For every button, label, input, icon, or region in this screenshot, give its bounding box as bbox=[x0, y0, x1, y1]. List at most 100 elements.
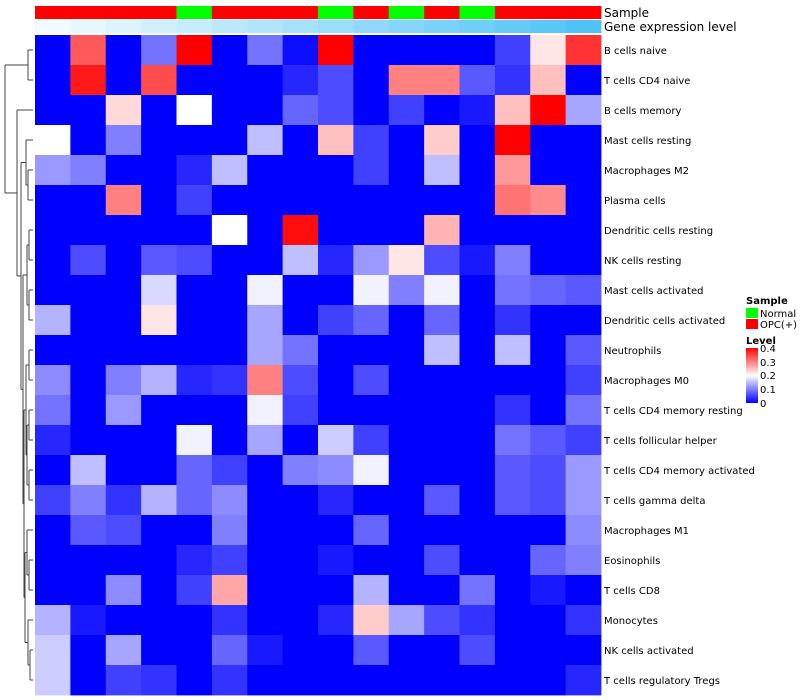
heatmap-cell bbox=[353, 515, 390, 546]
heatmap-cell bbox=[494, 305, 531, 336]
heatmap-cell bbox=[35, 335, 71, 366]
heatmap-cell bbox=[318, 335, 354, 366]
heatmap-cell bbox=[141, 575, 177, 606]
heatmap-cell bbox=[530, 635, 567, 666]
heatmap-cell bbox=[176, 485, 213, 516]
heatmap-cell bbox=[353, 665, 390, 696]
heatmap-cell bbox=[494, 35, 531, 66]
row-label: Macrophages M1 bbox=[604, 526, 689, 537]
heatmap-cell bbox=[35, 545, 71, 576]
heatmap-cell bbox=[424, 305, 460, 336]
gene-expression-annotation-label: Gene expression level bbox=[604, 20, 737, 34]
heatmap-cell bbox=[70, 35, 107, 66]
heatmap-cell bbox=[247, 395, 284, 426]
heatmap-cell bbox=[141, 35, 177, 66]
heatmap-cell bbox=[141, 215, 177, 246]
heatmap-cell bbox=[282, 65, 319, 96]
heatmap-cell bbox=[494, 185, 531, 216]
gene-expression-cell bbox=[459, 20, 496, 33]
gene-expression-cell bbox=[565, 20, 602, 33]
heatmap-cell bbox=[70, 185, 107, 216]
heatmap-cell bbox=[282, 485, 319, 516]
heatmap-cell bbox=[388, 365, 425, 396]
heatmap-cell bbox=[141, 545, 177, 576]
heatmap-cell bbox=[424, 95, 460, 126]
heatmap-cell bbox=[70, 365, 107, 396]
heatmap-cell bbox=[282, 425, 319, 456]
heatmap-cell bbox=[494, 485, 531, 516]
heatmap-cell bbox=[211, 485, 248, 516]
heatmap-cell bbox=[353, 275, 390, 306]
heatmap-cell bbox=[494, 635, 531, 666]
heatmap-cell bbox=[247, 365, 284, 396]
heatmap-cell bbox=[388, 35, 425, 66]
heatmap-cell bbox=[565, 575, 602, 606]
heatmap-cell bbox=[530, 545, 567, 576]
heatmap-cell bbox=[565, 425, 602, 456]
heatmap-cell bbox=[388, 545, 425, 576]
heatmap-cell bbox=[70, 125, 107, 156]
heatmap-cell bbox=[105, 275, 142, 306]
heatmap-cell bbox=[70, 455, 107, 486]
heatmap-cell bbox=[211, 275, 248, 306]
heatmap-cell bbox=[530, 485, 567, 516]
level-legend: Level 0.4 0.3 0.2 0.1 0 bbox=[746, 336, 776, 410]
row-label: Dendritic cells resting bbox=[604, 226, 713, 237]
heatmap-cell bbox=[282, 95, 319, 126]
heatmap-cell bbox=[141, 635, 177, 666]
gene-expression-cell bbox=[247, 20, 284, 33]
row-label: B cells memory bbox=[604, 106, 681, 117]
heatmap-cell bbox=[176, 335, 213, 366]
heatmap-cell bbox=[459, 335, 496, 366]
heatmap-cell bbox=[247, 485, 284, 516]
heatmap-cell bbox=[353, 485, 390, 516]
heatmap-cell bbox=[494, 545, 531, 576]
level-tick-0.2: 0.2 bbox=[760, 371, 776, 382]
heatmap-cell bbox=[318, 95, 354, 126]
heatmap-cell bbox=[211, 635, 248, 666]
heatmap-cell bbox=[318, 515, 354, 546]
heatmap-cell bbox=[70, 215, 107, 246]
row-label: T cells gamma delta bbox=[603, 496, 705, 507]
heatmap-cell bbox=[565, 305, 602, 336]
legend-label-opc: OPC(+) bbox=[760, 320, 797, 331]
heatmap-cell bbox=[424, 335, 460, 366]
heatmap-cell bbox=[318, 35, 354, 66]
heatmap-cell bbox=[424, 455, 460, 486]
heatmap-cell bbox=[282, 185, 319, 216]
heatmap-cell bbox=[565, 155, 602, 186]
heatmap-cell bbox=[105, 185, 142, 216]
heatmap-cell bbox=[424, 515, 460, 546]
heatmap-cell bbox=[282, 335, 319, 366]
heatmap-cell bbox=[459, 275, 496, 306]
heatmap-cell bbox=[141, 605, 177, 636]
heatmap-cell bbox=[105, 515, 142, 546]
heatmap-cell bbox=[105, 605, 142, 636]
heatmap-cell bbox=[105, 35, 142, 66]
row-label: T cells CD4 memory resting bbox=[603, 406, 743, 417]
row-label: B cells naive bbox=[604, 46, 667, 57]
heatmap-cell bbox=[141, 185, 177, 216]
heatmap-cell bbox=[282, 245, 319, 276]
row-label: Mast cells resting bbox=[604, 136, 691, 147]
heatmap-cell bbox=[459, 125, 496, 156]
heatmap-cell bbox=[282, 305, 319, 336]
heatmap-cell bbox=[141, 485, 177, 516]
heatmap-cell bbox=[211, 605, 248, 636]
heatmap-cell bbox=[70, 635, 107, 666]
heatmap-cell bbox=[70, 275, 107, 306]
heatmap-cell bbox=[353, 635, 390, 666]
heatmap-cell bbox=[459, 365, 496, 396]
heatmap-cell bbox=[282, 125, 319, 156]
gene-expression-cell bbox=[211, 20, 248, 33]
heatmap-cell bbox=[318, 665, 354, 696]
heatmap-cell bbox=[424, 155, 460, 186]
heatmap-cell bbox=[318, 575, 354, 606]
heatmap-cell bbox=[318, 215, 354, 246]
heatmap-cell bbox=[105, 545, 142, 576]
heatmap-cell bbox=[176, 305, 213, 336]
heatmap-cell bbox=[247, 545, 284, 576]
heatmap-cell bbox=[388, 305, 425, 336]
heatmap-cell bbox=[353, 155, 390, 186]
heatmap-cell bbox=[459, 155, 496, 186]
